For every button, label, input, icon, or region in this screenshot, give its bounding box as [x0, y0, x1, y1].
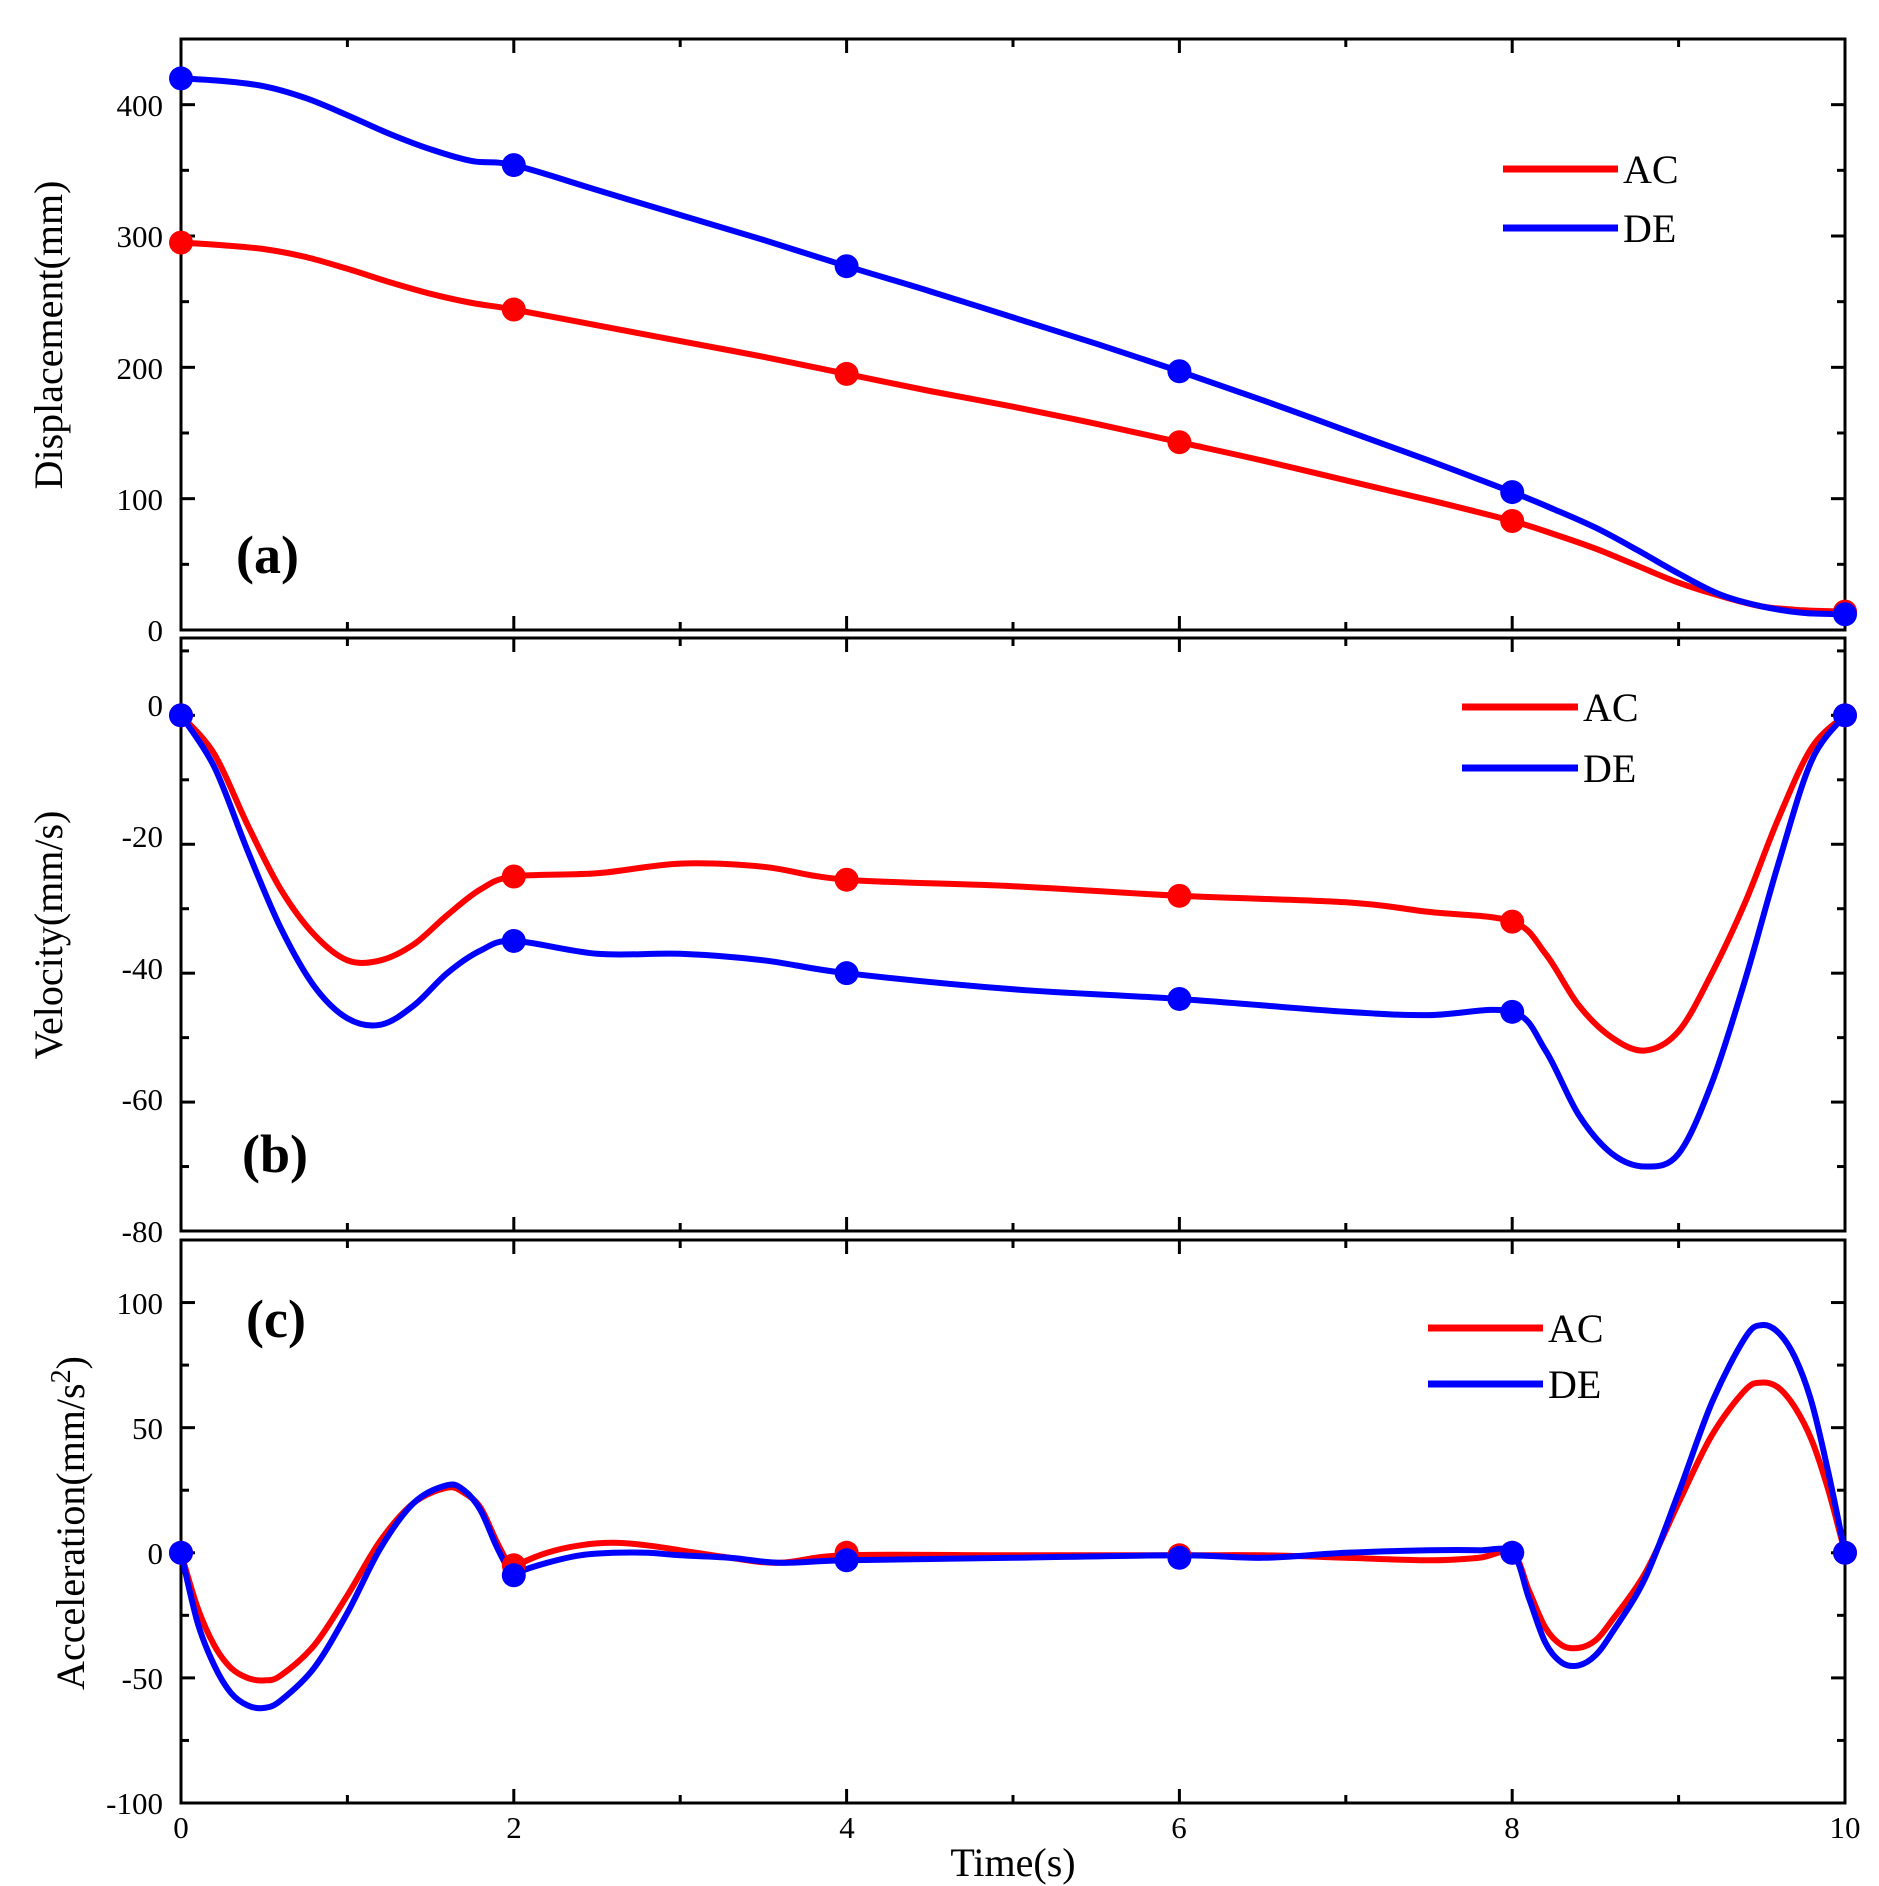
data-point-de: [501, 1563, 526, 1588]
y-tick-label: 50: [132, 1411, 163, 1446]
series-markers: [169, 1540, 1857, 1588]
series-line-ac: [178, 712, 1848, 1054]
legend-label-de: DE: [1623, 206, 1676, 251]
x-tick-label: 10: [1830, 1810, 1861, 1845]
y-axis-title: Velocity(mm/s): [26, 811, 71, 1060]
legend: AC DE: [1503, 147, 1679, 251]
y-axis-title: Acceleration(mm/s2): [46, 1356, 93, 1690]
y-tick-label: 0: [148, 1536, 164, 1571]
data-point-ac: [834, 361, 859, 386]
panel-tag: (c): [246, 1289, 306, 1349]
data-point-de: [169, 66, 193, 91]
data-point-ac: [501, 297, 526, 322]
legend: AC DE: [1462, 685, 1639, 791]
data-point-ac: [1500, 508, 1525, 533]
series-line-de: [178, 1321, 1848, 1712]
data-point-de: [501, 153, 526, 178]
data-point-de: [169, 1540, 193, 1565]
x-axis-title: Time(s): [950, 1840, 1075, 1885]
data-point-de: [1500, 480, 1525, 505]
data-point-de: [169, 703, 193, 728]
series-line-de: [178, 75, 1848, 618]
data-point-de: [834, 254, 859, 279]
series-lines: [178, 75, 1848, 618]
legend-label-ac: AC: [1583, 685, 1639, 730]
legend: AC DE: [1428, 1306, 1604, 1407]
data-point-ac: [501, 864, 526, 889]
legend-label-de: DE: [1583, 746, 1636, 791]
data-point-ac: [1167, 430, 1192, 455]
series-markers: [169, 66, 1857, 627]
y-tick-label: -40: [122, 951, 163, 986]
y-tick-label: 200: [117, 351, 164, 386]
y-tick-label: 100: [117, 482, 164, 517]
data-point-de: [1167, 986, 1192, 1011]
y-tick-label: 100: [117, 1286, 164, 1321]
data-point-de: [1167, 359, 1192, 384]
panel-velocity: -80 -60 -40 -20 0 Velocity(mm/s) (b) AC …: [26, 636, 1857, 1249]
y-axis-title-end: ): [48, 1356, 93, 1369]
legend-label-ac: AC: [1548, 1306, 1604, 1351]
y-tick-label: -80: [122, 1214, 163, 1249]
x-tick-label: 0: [173, 1810, 189, 1845]
x-tick-label: 4: [839, 1810, 855, 1845]
ticks: [179, 37, 1847, 632]
data-point-de: [1833, 1540, 1857, 1565]
y-tick-label: -60: [122, 1082, 163, 1117]
series-line-ac: [178, 239, 1848, 615]
panel-tag: (a): [236, 525, 299, 585]
data-point-de: [1833, 602, 1857, 627]
data-point-de: [834, 1548, 859, 1573]
data-point-ac: [834, 867, 859, 892]
data-point-de: [1833, 703, 1857, 728]
data-point-de: [834, 961, 859, 986]
panel-displacement: 0 100 200 300 400 Displacement(mm) (a) A…: [26, 37, 1857, 648]
series-line-de: [178, 712, 1848, 1170]
panel-tag: (b): [242, 1124, 308, 1184]
series-line-ac: [178, 1379, 1848, 1684]
data-point-de: [1500, 1540, 1525, 1565]
x-axis: 0 2 4 6 8 10 Time(s): [173, 1810, 1860, 1885]
x-tick-label: 6: [1171, 1810, 1187, 1845]
y-axis-title-superscript: 2: [46, 1369, 77, 1383]
data-point-ac: [1167, 883, 1192, 908]
panel-acceleration: -100 -50 0 50 100 Acceleration(mm/s2) (c…: [46, 1238, 1857, 1821]
series-lines: [178, 712, 1848, 1170]
y-tick-label: 0: [148, 613, 164, 648]
ticks: [179, 638, 1847, 1233]
data-point-de: [1500, 999, 1525, 1024]
series-markers: [169, 703, 1857, 1024]
y-tick-label: -50: [122, 1661, 163, 1696]
data-point-ac: [1500, 909, 1525, 934]
legend-label-de: DE: [1548, 1362, 1601, 1407]
legend-label-ac: AC: [1623, 147, 1679, 192]
data-point-de: [501, 928, 526, 953]
y-tick-label: -20: [122, 819, 163, 854]
x-tick-label: 8: [1504, 1810, 1520, 1845]
plot-frame: [179, 37, 1847, 632]
data-point-ac: [169, 230, 193, 255]
y-tick-label: 300: [117, 219, 164, 254]
series-lines: [178, 1321, 1848, 1712]
data-point-de: [1167, 1545, 1192, 1570]
y-axis-title: Displacement(mm): [26, 181, 71, 490]
x-tick-label: 2: [506, 1810, 522, 1845]
y-tick-label: 400: [117, 88, 164, 123]
y-tick-label: 0: [148, 688, 164, 723]
y-axis-title-main: Acceleration(mm/s: [48, 1383, 93, 1690]
y-tick-label: -100: [106, 1786, 163, 1821]
